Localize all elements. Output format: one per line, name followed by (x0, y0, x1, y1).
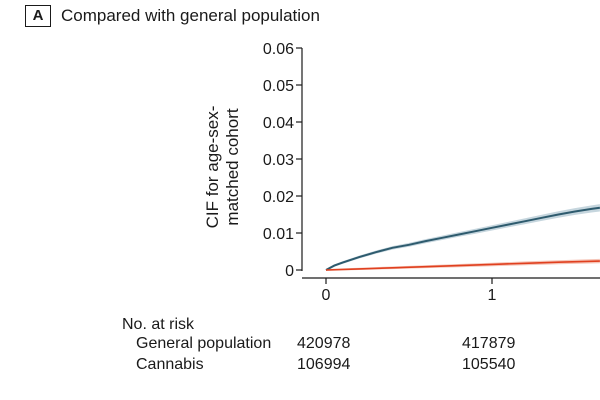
series-lines (325, 206, 600, 271)
y-tick-label: 0.05 (263, 78, 294, 95)
y-tick-label: 0.06 (263, 41, 294, 58)
x-tick-label: 1 (488, 287, 497, 304)
y-axis-label-line1: CIF for age-sex- (203, 106, 222, 229)
ticks: 0 0.01 0.02 0.03 0.04 0.05 0.06 0 1 (263, 41, 497, 304)
y-tick-label: 0.03 (263, 152, 294, 169)
y-tick-label: 0.01 (263, 226, 294, 243)
axes (301, 48, 600, 279)
series-line-1 (325, 260, 600, 271)
x-tick-label: 0 (322, 287, 331, 304)
series-line-0 (325, 206, 600, 271)
y-axis-label: CIF for age-sex- matched cohort (203, 106, 242, 229)
y-axis-label-line2: matched cohort (223, 108, 242, 225)
y-tick-label: 0.02 (263, 189, 294, 206)
y-tick-label: 0.04 (263, 115, 294, 132)
panel-letter-badge: A (25, 5, 51, 27)
panel-title: Compared with general population (61, 6, 320, 25)
y-tick-label: 0 (285, 263, 294, 280)
